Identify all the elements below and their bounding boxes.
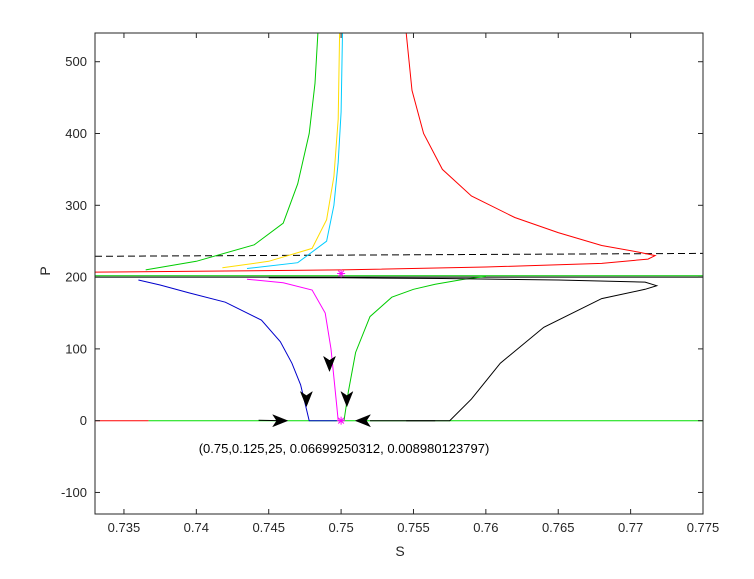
x-tick-label: 0.74 bbox=[184, 520, 209, 535]
plot-area bbox=[95, 33, 703, 422]
y-tick-label: 0 bbox=[80, 413, 87, 428]
x-tick-label: 0.765 bbox=[542, 520, 575, 535]
y-tick-label: 100 bbox=[65, 341, 87, 356]
series-line-9 bbox=[145, 33, 319, 271]
x-tick-label: 0.745 bbox=[252, 520, 285, 535]
series-line-10 bbox=[222, 33, 341, 269]
series-line-11 bbox=[246, 33, 343, 269]
x-tick-label: 0.755 bbox=[397, 520, 430, 535]
x-tick-label: 0.775 bbox=[687, 520, 720, 535]
y-tick-label: 400 bbox=[65, 126, 87, 141]
direction-arrow-4 bbox=[322, 355, 337, 373]
y-tick-label: -100 bbox=[61, 485, 87, 500]
direction-arrow-5 bbox=[340, 390, 354, 408]
direction-arrow-2 bbox=[354, 414, 372, 428]
series-line-14 bbox=[343, 275, 486, 421]
equilibrium-marker-2 bbox=[337, 269, 346, 278]
series-line-8 bbox=[95, 33, 657, 273]
direction-arrow-1 bbox=[272, 414, 289, 428]
y-tick-label: 200 bbox=[65, 270, 87, 285]
series-line-15 bbox=[268, 277, 659, 422]
series-line-12 bbox=[138, 279, 337, 422]
series-line-13 bbox=[246, 278, 342, 422]
x-axis-title: S bbox=[395, 543, 404, 559]
x-tick-label: 0.75 bbox=[328, 520, 353, 535]
plot-frame bbox=[94, 32, 704, 515]
x-tick-label: 0.76 bbox=[473, 520, 498, 535]
direction-arrow-3 bbox=[299, 390, 313, 408]
y-axis-title: P bbox=[37, 266, 53, 275]
x-tick-label: 0.735 bbox=[108, 520, 141, 535]
y-tick-label: 500 bbox=[65, 54, 87, 69]
axes-layer: 0.735 0.74 0.745 0.75 0.755 0.76 0.765 0.77 0.77… bbox=[61, 32, 720, 535]
y-tick-label: 300 bbox=[65, 198, 87, 213]
marks-layer bbox=[272, 269, 372, 428]
x-tick-label: 0.77 bbox=[618, 520, 643, 535]
equilibrium-marker-1 bbox=[337, 416, 346, 425]
equilibrium-annotation: (0.75,0.125,25, 0.06699250312, 0.0089801… bbox=[199, 441, 490, 456]
series-line-5 bbox=[95, 252, 703, 257]
